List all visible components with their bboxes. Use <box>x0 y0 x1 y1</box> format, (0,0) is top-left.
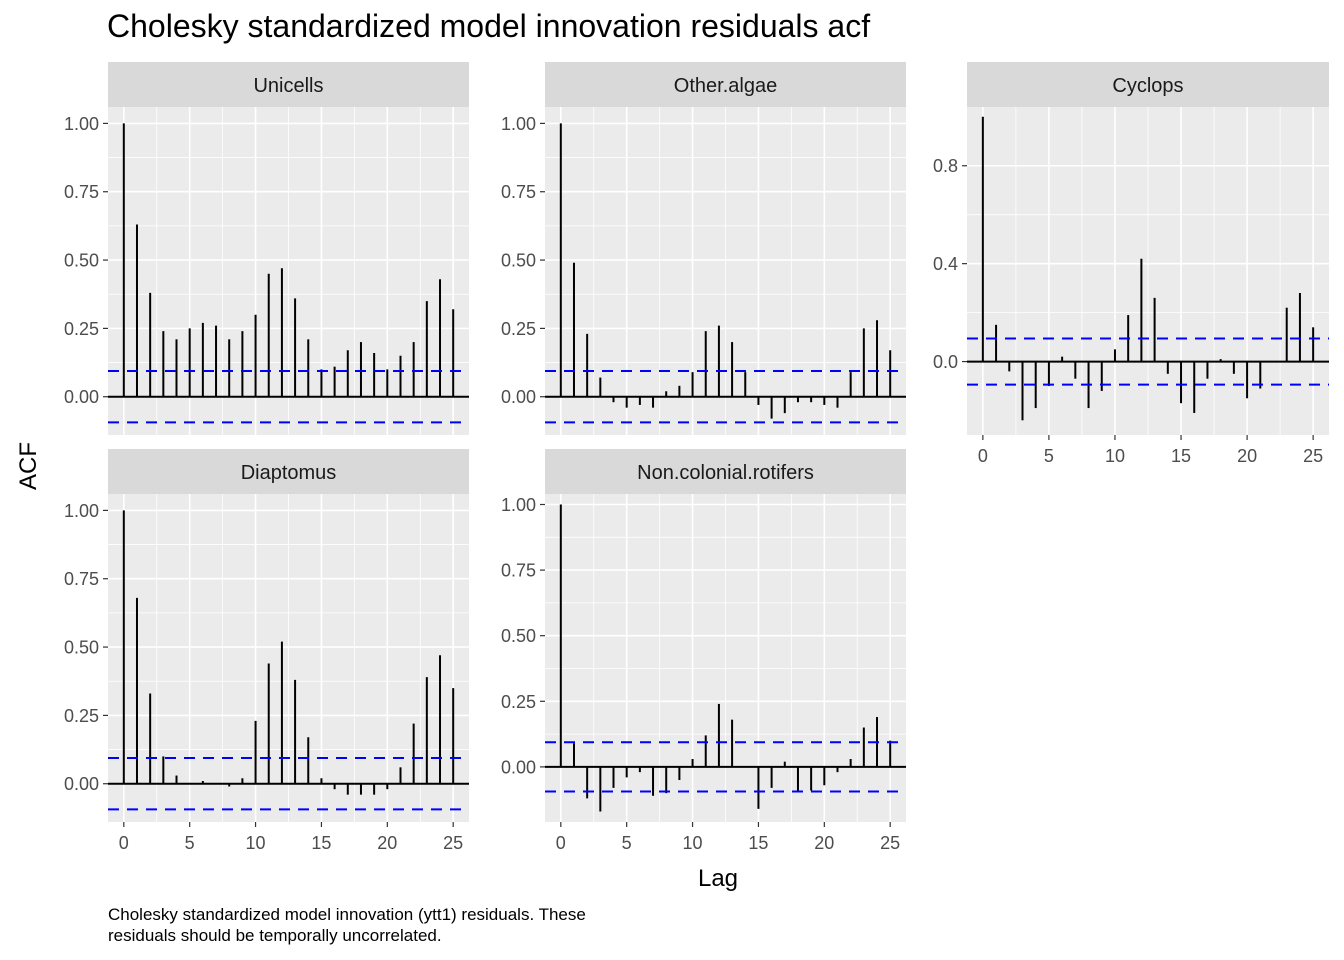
panel-other-algae: Other.algae 0.00 0.25 0.50 0.75 1.00 <box>501 62 906 435</box>
facet-strip <box>108 449 469 494</box>
y-tick-label: 1.00 <box>64 501 99 521</box>
y-tick-label: 0.25 <box>64 706 99 726</box>
facet-strip-label: Non.colonial.rotifers <box>637 462 814 484</box>
y-tick-label: 0.75 <box>501 561 536 581</box>
x-tick-label: 15 <box>311 833 331 853</box>
y-tick-label: 0.00 <box>501 387 536 407</box>
x-tick-label: 25 <box>880 833 900 853</box>
y-tick-label: 0.4 <box>933 254 958 274</box>
x-tick-label: 15 <box>1171 446 1191 466</box>
y-tick-label: 0.25 <box>501 692 536 712</box>
x-tick-label: 20 <box>377 833 397 853</box>
y-tick-label: 0.75 <box>501 182 536 202</box>
x-tick-label: 5 <box>185 833 195 853</box>
chart-caption: Cholesky standardized model innovation (… <box>108 904 708 946</box>
facet-strip-label: Other.algae <box>674 75 777 97</box>
y-axis-title: ACF <box>15 442 42 490</box>
caption-line-2: residuals should be temporally uncorrela… <box>108 926 442 945</box>
y-tick-label: 1.00 <box>501 495 536 515</box>
y-tick-label: 0.75 <box>64 569 99 589</box>
x-tick-label: 10 <box>246 833 266 853</box>
y-tick-label: 0.00 <box>64 387 99 407</box>
y-tick-label: 0.75 <box>64 182 99 202</box>
y-tick-label: 0.0 <box>933 352 958 372</box>
x-axis-title: Lag <box>698 865 738 892</box>
x-tick-label: 5 <box>1044 446 1054 466</box>
facet-strip <box>545 62 906 107</box>
panel-cyclops: Cyclops 0.0 0.4 0.8 0 5 10 15 20 25 <box>933 62 1329 466</box>
facet-strip-label: Diaptomus <box>241 462 337 484</box>
facet-strip-label: Unicells <box>253 75 323 97</box>
y-tick-label: 0.00 <box>64 774 99 794</box>
facet-strip <box>967 62 1329 107</box>
facet-strip-label: Cyclops <box>1112 75 1183 97</box>
x-tick-label: 0 <box>978 446 988 466</box>
y-tick-label: 0.8 <box>933 156 958 176</box>
x-tick-label: 25 <box>1303 446 1323 466</box>
x-tick-label: 20 <box>814 833 834 853</box>
caption-line-1: Cholesky standardized model innovation (… <box>108 905 586 924</box>
y-tick-label: 0.25 <box>64 319 99 339</box>
x-tick-label: 25 <box>443 833 463 853</box>
facet-strip <box>545 449 906 494</box>
x-tick-label: 0 <box>119 833 129 853</box>
y-tick-label: 1.00 <box>64 114 99 134</box>
y-tick-label: 0.00 <box>501 757 536 777</box>
panel-non-colonial-rotifers: Non.colonial.rotifers 0.00 0.25 0.50 0.75 1.0… <box>501 449 906 853</box>
x-tick-label: 20 <box>1237 446 1257 466</box>
y-tick-label: 0.25 <box>501 319 536 339</box>
chart-title: Cholesky standardized model innovation r… <box>107 8 871 44</box>
facet-strip <box>108 62 469 107</box>
x-tick-label: 0 <box>556 833 566 853</box>
x-tick-label: 15 <box>748 833 768 853</box>
y-tick-label: 1.00 <box>501 114 536 134</box>
y-tick-label: 0.50 <box>501 626 536 646</box>
y-tick-label: 0.50 <box>64 638 99 658</box>
x-tick-label: 10 <box>683 833 703 853</box>
x-tick-label: 5 <box>622 833 632 853</box>
panel-unicells: Unicells 0.00 0.25 0.50 0.75 1.00 <box>64 62 469 435</box>
panel-diaptomus: Diaptomus 0.00 0.25 0.50 0.75 1.00 0 5 10 15 20 25 <box>64 449 469 853</box>
y-tick-label: 0.50 <box>64 251 99 271</box>
y-tick-label: 0.50 <box>501 251 536 271</box>
x-tick-label: 10 <box>1105 446 1125 466</box>
